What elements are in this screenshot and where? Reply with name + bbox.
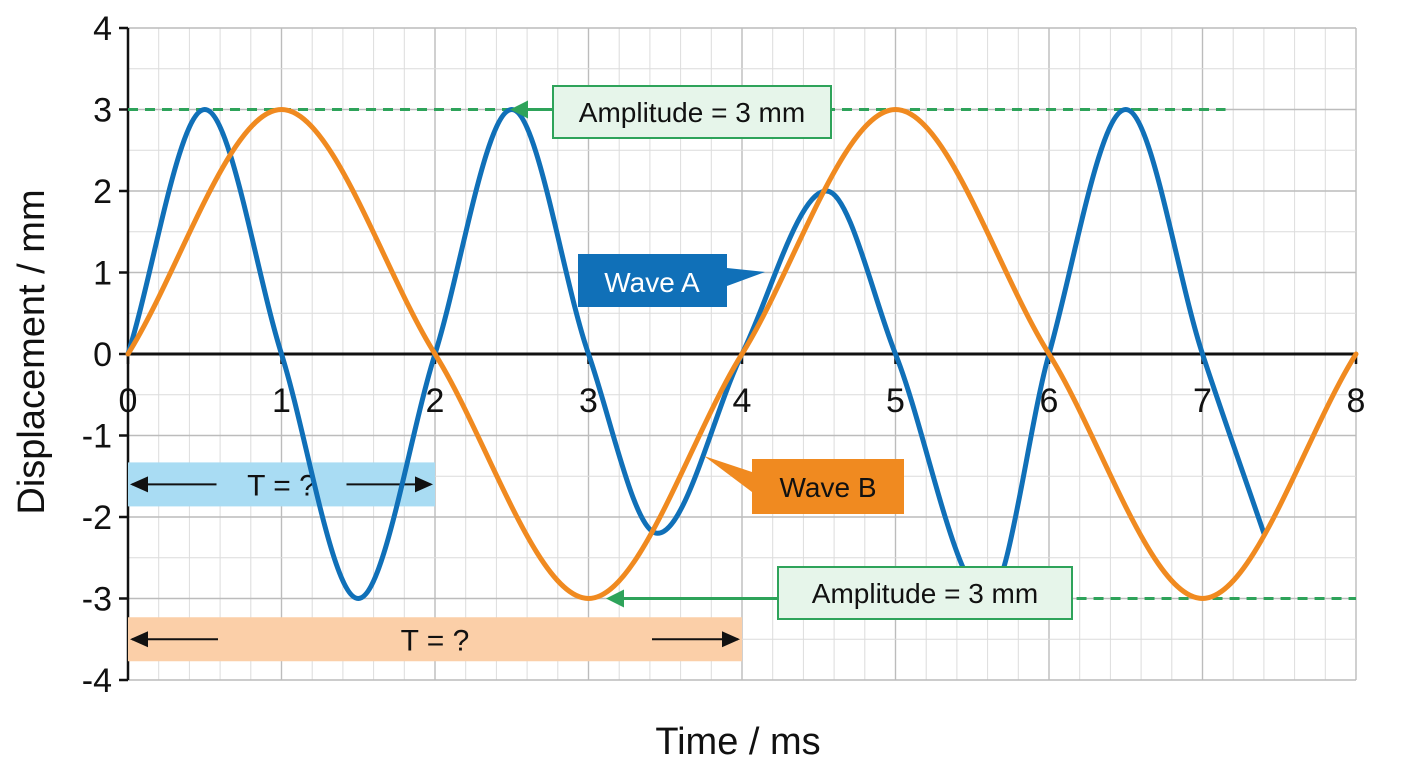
y-axis-title: Displacement / mm (11, 189, 53, 514)
arrow-right-head (415, 476, 433, 493)
wave-a-callout: Wave A (578, 254, 765, 307)
amplitude-callout-bottom-text: Amplitude = 3 mm (812, 578, 1038, 609)
series-lines (125, 107, 1359, 601)
y-tick-label: -4 (82, 662, 112, 700)
period-b-band: T = ? (128, 617, 742, 662)
y-tick-label: -1 (82, 418, 112, 456)
period-b-band-label: T = ? (401, 624, 470, 657)
x-tick-label: 3 (579, 382, 598, 420)
y-tick-label: 3 (93, 92, 112, 130)
period-a-band: T = ? (128, 462, 435, 507)
period-b-band-bar (128, 617, 742, 662)
arrow-left-head (130, 631, 148, 648)
wave-b-callout-box (704, 456, 904, 514)
amplitude-callout-bottom-box (777, 566, 1073, 620)
y-tick-label: 4 (93, 10, 112, 48)
amplitude-callout-top-text: Amplitude = 3 mm (579, 97, 805, 128)
y-tick-label: 1 (93, 255, 112, 293)
amplitude-callout-top-arrowhead (510, 100, 528, 119)
x-tick-label: 5 (886, 382, 905, 420)
amplitude-callout-top: Amplitude = 3 mm (510, 85, 832, 139)
x-axis-title: Time / ms (655, 721, 820, 763)
period-bands: T = ? T = ? (128, 462, 742, 662)
x-tick-label: 0 (119, 382, 138, 420)
amplitude-callout-bottom-arrowhead (606, 589, 624, 608)
arrow-left-head (130, 476, 148, 493)
y-tick-label: -2 (82, 499, 112, 537)
arrow-right-head (722, 631, 740, 648)
wave-b-callout-text: Wave B (780, 472, 877, 503)
wave-b-callout: Wave B (704, 456, 904, 514)
x-tick-label: 2 (426, 382, 445, 420)
amplitude-callout-top-box (552, 85, 832, 139)
series-wave-a (125, 107, 1267, 601)
x-tick-label: 7 (1193, 382, 1212, 420)
y-tick-label: 0 (93, 336, 112, 374)
y-tick-label: -3 (82, 581, 112, 619)
x-tick-label: 4 (733, 382, 752, 420)
period-a-band-label: T = ? (247, 469, 316, 502)
x-tick-label: 8 (1347, 382, 1366, 420)
x-tick-label: 1 (272, 382, 291, 420)
wave-a-callout-text: Wave A (604, 267, 700, 298)
wave-a-callout-box (578, 254, 765, 307)
y-tick-label: 2 (93, 173, 112, 211)
amplitude-callout-bottom: Amplitude = 3 mm (606, 566, 1073, 620)
callouts: Amplitude = 3 mm Amplitude = 3 mm Wave A Wa… (510, 85, 1073, 620)
x-tick-label: 6 (1040, 382, 1059, 420)
